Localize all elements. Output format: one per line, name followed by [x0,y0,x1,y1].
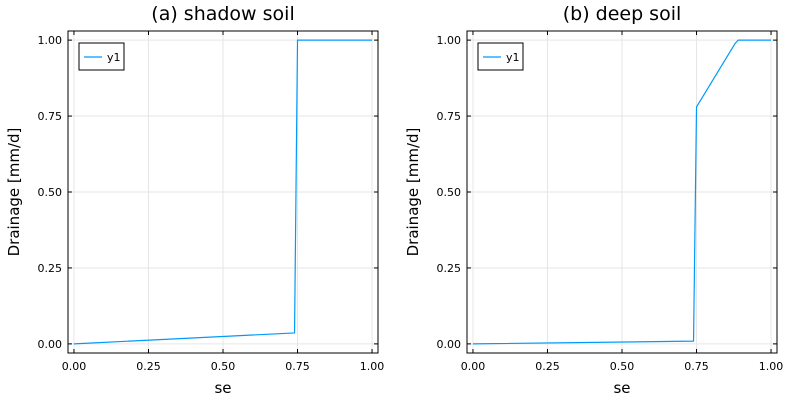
x-tick-label: 1.00 [759,360,784,373]
x-tick-label: 0.25 [535,360,560,373]
series-line-y1 [472,39,772,345]
x-tick-label: 0.50 [610,360,635,373]
x-tick-label: 0.50 [211,360,236,373]
x-axis-label: se [214,379,231,397]
y-tick-label: 0.75 [437,110,462,123]
x-tick-label: 0.75 [684,360,709,373]
y-tick-label: 0.50 [38,186,63,199]
chart-panel-b: 0.00 0.25 0.50 0.75 1.00 0.00 0.25 0.50 0.75 1.00… [404,3,783,397]
y-tick-label: 0.25 [38,262,63,275]
x-tick-label: 0.75 [285,360,310,373]
chart-title: (a) shadow soil [151,3,294,25]
legend-label: y1 [506,51,520,64]
legend: y1 [78,42,125,71]
y-axis-label: Drainage [mm/d] [5,128,23,257]
y-tick-label: 0.25 [437,262,462,275]
y-tick-label: 0.50 [437,186,462,199]
chart-panels: 0.00 0.25 0.50 0.75 1.00 0.00 0.25 0.50 0.75 1.00… [5,3,783,397]
x-tick-label: 1.00 [360,360,385,373]
chart-panel-a: 0.00 0.25 0.50 0.75 1.00 0.00 0.25 0.50 0.75 1.00… [5,3,384,397]
x-tick-label: 0.00 [62,360,87,373]
series-line-y1 [73,39,373,345]
x-tick-label: 0.25 [136,360,161,373]
y-tick-label: 0.00 [437,338,462,351]
y-tick-label: 1.00 [437,34,462,47]
y-tick-label: 0.75 [38,110,63,123]
legend-label: y1 [107,51,121,64]
x-axis-label: se [613,379,630,397]
x-tick-label: 0.00 [461,360,486,373]
legend: y1 [477,42,524,71]
y-tick-label: 1.00 [38,34,63,47]
y-tick-label: 0.00 [38,338,63,351]
chart-title: (b) deep soil [563,3,682,25]
y-axis-label: Drainage [mm/d] [404,128,422,257]
